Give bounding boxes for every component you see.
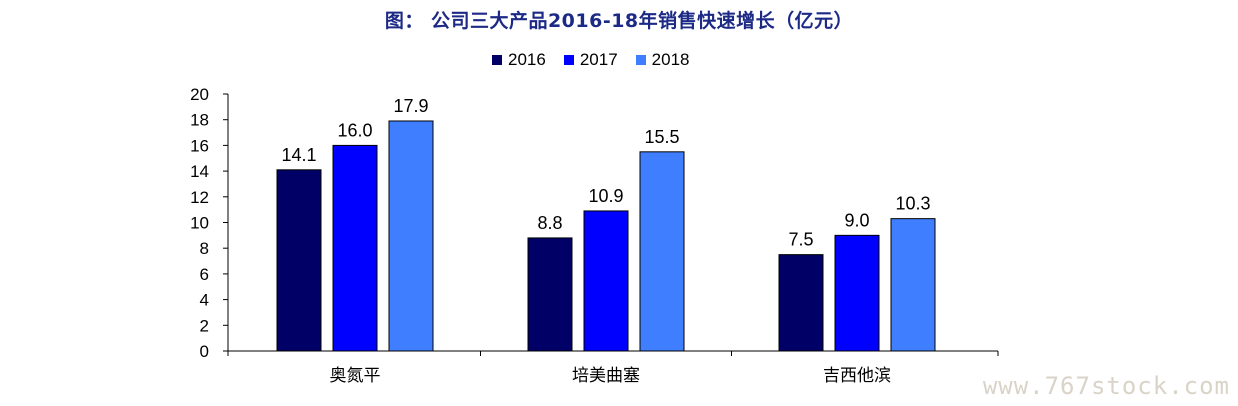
bar-2017-1 (583, 210, 629, 352)
y-tick-label-14: 14 (190, 162, 209, 181)
bar-2016-2 (778, 254, 824, 352)
data-label-2018-0: 17.9 (393, 96, 428, 116)
y-tick-label-20: 20 (190, 85, 209, 104)
bar-2017-2 (834, 234, 880, 352)
data-label-2017-1: 10.9 (588, 186, 623, 206)
data-label-2016-1: 8.8 (537, 213, 562, 233)
bar-2017-0 (332, 144, 378, 352)
legend-item-2018: 2018 (635, 50, 690, 70)
x-category-label-2: 吉西他滨 (823, 366, 891, 386)
y-tick-label-4: 4 (200, 291, 209, 310)
watermark-text: www.767stock.com (982, 372, 1230, 400)
legend-item-2017: 2017 (563, 50, 618, 70)
data-label-2017-2: 9.0 (844, 210, 869, 230)
chart-legend: 2016 2017 2018 (492, 50, 707, 70)
y-tick-label-12: 12 (190, 188, 209, 207)
bar-2016-0 (276, 169, 322, 352)
y-tick-label-0: 0 (200, 342, 209, 361)
bar-2018-0 (388, 120, 434, 352)
legend-swatch-2017 (563, 55, 574, 65)
data-label-2016-0: 14.1 (281, 145, 316, 165)
y-tick-label-6: 6 (200, 265, 209, 284)
y-tick-label-2: 2 (200, 316, 209, 335)
x-category-label-0: 奥氮平 (330, 366, 381, 386)
legend-label-2017: 2017 (579, 50, 618, 69)
bar-2016-1 (527, 237, 573, 352)
legend-item-2016: 2016 (492, 50, 546, 70)
bar-2018-1 (639, 151, 685, 352)
data-label-2018-1: 15.5 (644, 127, 679, 147)
legend-swatch-2016 (492, 55, 502, 65)
bar-2018-2 (890, 218, 936, 352)
data-label-2017-0: 16.0 (337, 120, 372, 140)
data-label-2016-2: 7.5 (788, 230, 813, 250)
legend-swatch-2018 (635, 55, 646, 65)
chart-title: 图： 公司三大产品2016-18年销售快速增长（亿元） (384, 10, 854, 32)
x-category-label-1: 培美曲塞 (572, 366, 640, 386)
y-tick-label-16: 16 (190, 136, 209, 155)
data-label-2018-2: 10.3 (895, 194, 930, 214)
y-tick-label-10: 10 (190, 214, 209, 233)
legend-label-2018: 2018 (651, 50, 690, 69)
legend-label-2016: 2016 (508, 50, 546, 69)
y-tick-label-18: 18 (190, 111, 209, 130)
y-tick-label-8: 8 (200, 239, 209, 258)
